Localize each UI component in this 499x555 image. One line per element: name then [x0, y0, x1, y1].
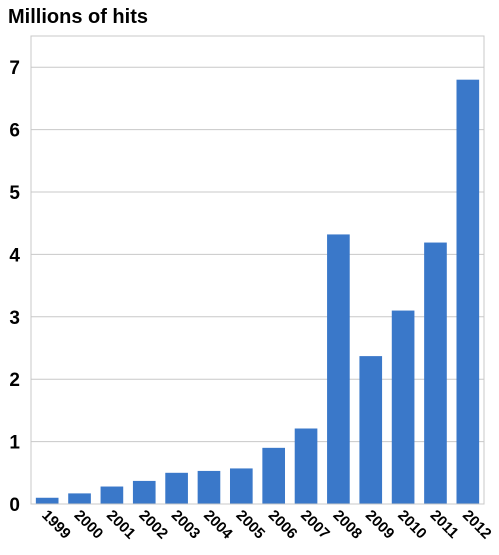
x-tick-label: 2004: [200, 507, 236, 543]
bar-1999: [35, 497, 59, 504]
bar-2011: [424, 242, 447, 504]
bar-2002: [132, 480, 156, 504]
y-tick-label: 0: [9, 495, 20, 516]
y-tick-label: 3: [9, 308, 20, 329]
bar-2001: [100, 486, 124, 504]
y-axis-ticks: 0 1 2 3 4 5 6 7: [9, 58, 20, 516]
bar-2007: [294, 428, 318, 504]
x-tick-label: 2011: [427, 507, 462, 542]
x-tick-label: 2001: [103, 507, 139, 543]
y-tick-label: 6: [9, 121, 20, 142]
bar-2010: [391, 310, 415, 504]
y-tick-label: 2: [9, 370, 20, 391]
x-tick-label: 2012: [459, 507, 495, 543]
x-tick-label: 2006: [265, 507, 301, 543]
x-tick-label: 2010: [394, 507, 430, 543]
x-tick-label: 2008: [330, 507, 366, 543]
y-tick-label: 7: [9, 58, 20, 79]
x-tick-label: 2003: [168, 507, 204, 543]
bar-2009: [359, 356, 383, 504]
x-tick-label: 1999: [38, 507, 74, 543]
bar-2000: [68, 493, 91, 504]
gridlines: [31, 66, 484, 505]
x-tick-label: 2005: [232, 507, 268, 543]
x-tick-label: 2007: [297, 507, 333, 543]
x-tick-label: 2002: [135, 507, 171, 543]
bars: [35, 79, 480, 505]
chart-title: Millions of hits: [8, 6, 148, 28]
x-tick-label: 2009: [362, 507, 398, 543]
bar-2006: [262, 447, 286, 504]
y-tick-label: 5: [9, 183, 20, 204]
x-tick-label: 2000: [71, 507, 107, 543]
x-axis-ticks: 1999200020012002200320042005200620072008…: [38, 507, 494, 543]
plot-frame: [30, 35, 485, 505]
bar-2004: [197, 470, 221, 504]
bar-2012: [456, 79, 480, 505]
y-tick-label: 4: [9, 245, 20, 266]
y-tick-label: 1: [9, 433, 20, 454]
bar-2005: [229, 468, 253, 504]
bar-2008: [327, 234, 350, 504]
bar-2003: [165, 472, 188, 504]
